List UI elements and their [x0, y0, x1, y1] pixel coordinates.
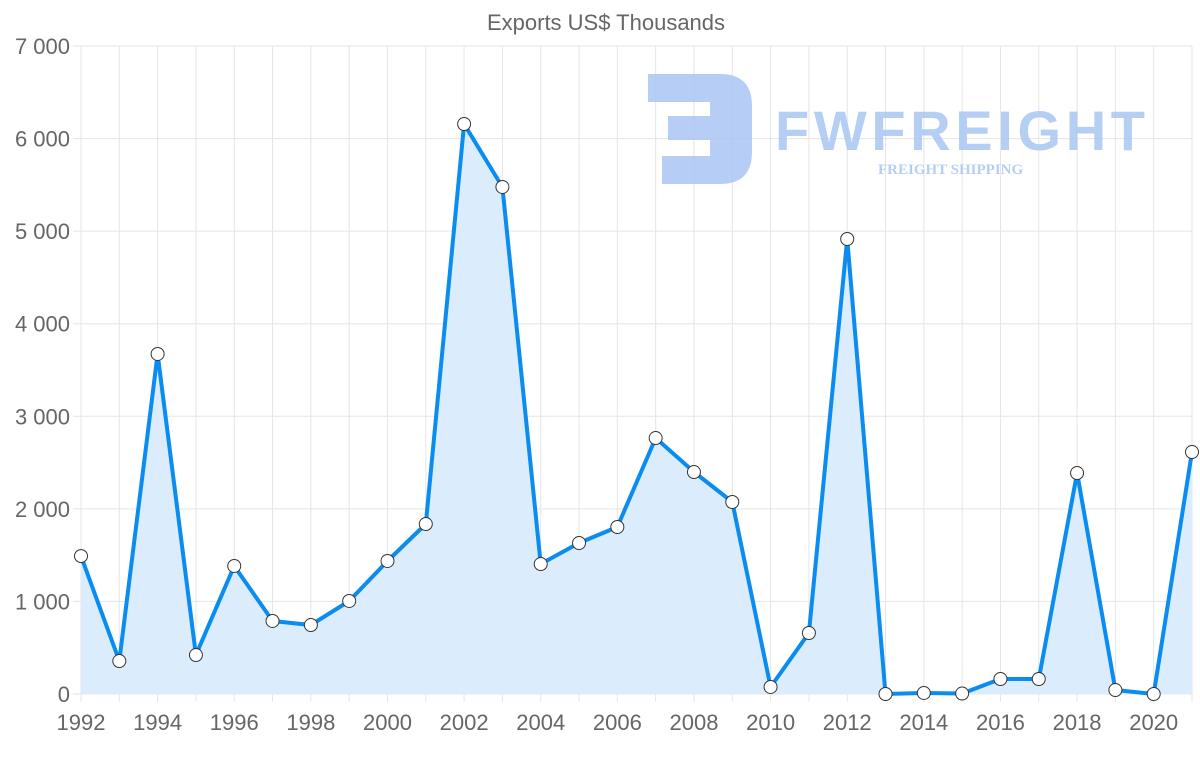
chart-title: Exports US$ Thousands — [487, 10, 725, 35]
x-tick-label: 2006 — [593, 710, 642, 735]
data-point-2001[interactable] — [418, 517, 433, 532]
data-point-2009[interactable] — [725, 495, 740, 510]
x-tick-label: 1992 — [57, 710, 106, 735]
x-tick-label: 2020 — [1129, 710, 1178, 735]
x-tick-label: 2018 — [1053, 710, 1102, 735]
data-point-1997[interactable] — [265, 613, 280, 628]
data-point-2020[interactable] — [1146, 687, 1161, 701]
x-tick-label: 2014 — [899, 710, 948, 735]
data-point-2018[interactable] — [1070, 466, 1085, 481]
data-point-2003[interactable] — [495, 179, 510, 194]
data-point-2012[interactable] — [840, 232, 855, 247]
x-tick-label: 2016 — [976, 710, 1025, 735]
data-points — [74, 117, 1199, 701]
data-point-1992[interactable] — [74, 549, 88, 564]
data-point-2014[interactable] — [916, 685, 931, 700]
data-point-2019[interactable] — [1108, 683, 1123, 698]
data-point-2010[interactable] — [763, 679, 778, 694]
y-axis-ticks: 0 1 000 2 000 3 000 4 000 5 000 6 000 7 000 — [15, 34, 70, 707]
y-tick-label: 3 000 — [15, 404, 70, 429]
watermark-brand: FWFREIGHT — [775, 99, 1145, 162]
data-point-2021[interactable] — [1185, 445, 1199, 460]
x-tick-label: 2000 — [363, 710, 412, 735]
data-point-2008[interactable] — [686, 465, 701, 480]
data-point-2015[interactable] — [955, 686, 970, 701]
data-point-2007[interactable] — [648, 431, 663, 446]
data-point-2004[interactable] — [533, 557, 548, 572]
y-tick-label: 0 — [58, 682, 70, 707]
x-tick-label: 2008 — [669, 710, 718, 735]
data-point-1993[interactable] — [112, 654, 127, 669]
x-axis-ticks: 1992 1994 1996 1998 2000 2002 2004 2006 2008 2010… — [57, 710, 1179, 735]
x-tick-label: 2010 — [746, 710, 795, 735]
data-point-2002[interactable] — [457, 117, 472, 132]
data-point-2011[interactable] — [801, 625, 816, 640]
area-fill — [81, 124, 1192, 694]
data-point-1995[interactable] — [188, 648, 203, 663]
x-tick-label: 2002 — [440, 710, 489, 735]
data-point-2016[interactable] — [993, 672, 1008, 687]
x-tick-label: 2004 — [516, 710, 565, 735]
data-point-1996[interactable] — [227, 558, 242, 573]
data-point-2017[interactable] — [1031, 672, 1046, 687]
data-point-1999[interactable] — [342, 593, 357, 608]
watermark-logo: FWFREIGHT FREIGHT SHIPPING — [648, 74, 1145, 184]
x-tick-label: 1996 — [210, 710, 259, 735]
y-tick-label: 7 000 — [15, 34, 70, 59]
x-tick-label: 1998 — [286, 710, 335, 735]
data-point-1994[interactable] — [150, 346, 165, 361]
data-point-2013[interactable] — [878, 687, 893, 701]
data-point-2000[interactable] — [380, 553, 395, 568]
x-tick-label: 1994 — [133, 710, 182, 735]
y-tick-label: 5 000 — [15, 219, 70, 244]
data-point-1998[interactable] — [303, 618, 318, 633]
y-tick-label: 1 000 — [15, 589, 70, 614]
y-tick-label: 2 000 — [15, 497, 70, 522]
x-tick-label: 2012 — [823, 710, 872, 735]
logo-mark-icon — [648, 74, 752, 184]
data-point-2005[interactable] — [572, 536, 587, 551]
y-tick-label: 4 000 — [15, 312, 70, 337]
y-tick-label: 6 000 — [15, 127, 70, 152]
data-point-2006[interactable] — [610, 520, 625, 535]
watermark-tagline: FREIGHT SHIPPING — [878, 162, 1023, 178]
